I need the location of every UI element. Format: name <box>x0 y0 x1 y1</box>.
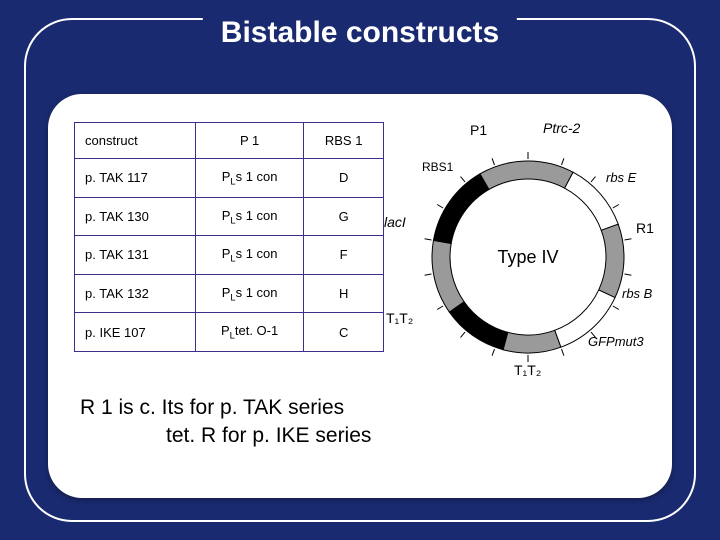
table-header: RBS 1 <box>304 123 384 159</box>
table-cell: F <box>304 236 384 275</box>
table-cell: PLs 1 con <box>195 274 303 313</box>
title-bar: Bistable constructs <box>203 16 517 50</box>
top-row: constructP 1RBS 1 p. TAK 117PLs 1 conDp.… <box>74 122 646 372</box>
caption-line2: tet. R for p. IKE series <box>80 422 646 450</box>
table-row: p. TAK 131PLs 1 conF <box>75 236 384 275</box>
table-cell: p. TAK 130 <box>75 197 196 236</box>
diagram-label: GFPmut3 <box>588 334 644 349</box>
table-cell: C <box>304 313 384 352</box>
table-cell: G <box>304 197 384 236</box>
svg-text:Type IV: Type IV <box>497 247 558 267</box>
diagram-label: lacI <box>384 214 406 230</box>
table-cell: PLtet. O-1 <box>195 313 303 352</box>
plasmid-diagram: Type IV P1Ptrc-2RBS1rbs ElacIR1T₁T₂rbs B… <box>398 122 646 372</box>
diagram-label: R1 <box>636 220 654 236</box>
diagram-label: rbs E <box>606 170 636 185</box>
diagram-label: T₁T₂ <box>386 310 413 326</box>
table-header: construct <box>75 123 196 159</box>
table-cell: H <box>304 274 384 313</box>
table-row: p. TAK 132PLs 1 conH <box>75 274 384 313</box>
constructs-table: constructP 1RBS 1 p. TAK 117PLs 1 conDp.… <box>74 122 384 352</box>
caption: R 1 is c. Its for p. TAK series tet. R f… <box>74 394 646 451</box>
table-cell: p. TAK 132 <box>75 274 196 313</box>
diagram-label: Ptrc-2 <box>543 120 580 136</box>
diagram-label: rbs B <box>622 286 652 301</box>
diagram-label: RBS1 <box>422 160 453 174</box>
table-row: p. TAK 130PLs 1 conG <box>75 197 384 236</box>
table-row: p. IKE 107PLtet. O-1C <box>75 313 384 352</box>
page-title: Bistable constructs <box>221 16 499 50</box>
table-cell: PLs 1 con <box>195 159 303 198</box>
table-cell: D <box>304 159 384 198</box>
table-cell: p. TAK 117 <box>75 159 196 198</box>
table-cell: p. IKE 107 <box>75 313 196 352</box>
diagram-label: T₁T₂ <box>514 362 541 378</box>
table-row: p. TAK 117PLs 1 conD <box>75 159 384 198</box>
table-header: P 1 <box>195 123 303 159</box>
diagram-label: P1 <box>470 122 487 138</box>
table-cell: p. TAK 131 <box>75 236 196 275</box>
content-panel: constructP 1RBS 1 p. TAK 117PLs 1 conDp.… <box>48 94 672 498</box>
caption-line1: R 1 is c. Its for p. TAK series <box>80 396 344 419</box>
table-cell: PLs 1 con <box>195 236 303 275</box>
table-cell: PLs 1 con <box>195 197 303 236</box>
